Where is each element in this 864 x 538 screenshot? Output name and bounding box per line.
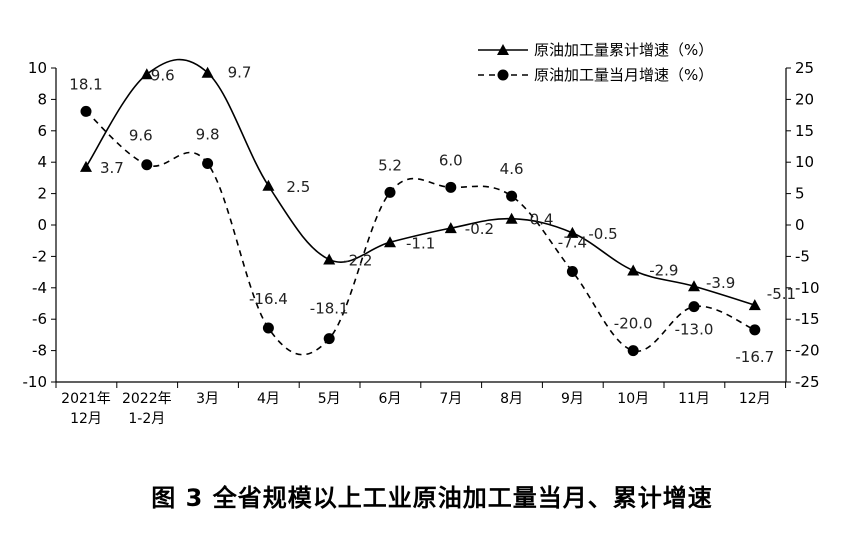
monthly-point-marker (627, 345, 639, 357)
y-left-tick-label: -10 (23, 373, 48, 391)
cumulative-data-label: 3.7 (100, 159, 124, 177)
monthly-point-marker (80, 105, 92, 117)
x-tick-label: 6月 (379, 391, 402, 407)
y-left-tick-label: -6 (32, 310, 47, 328)
cumulative-data-label: -1.1 (406, 234, 435, 252)
x-tick-label: 12月 (739, 391, 771, 407)
cumulative-point-marker (262, 179, 275, 191)
monthly-data-label: -13.0 (675, 321, 714, 339)
series-group (80, 58, 761, 357)
cumulative-data-label: -5.1 (767, 285, 796, 303)
cumulative-point-marker (627, 264, 640, 276)
cumulative-data-label: -2.2 (343, 252, 372, 270)
monthly-data-label: 6.0 (439, 151, 463, 169)
legend-monthly-marker (497, 69, 509, 81)
cumulative-data-label: -0.5 (588, 225, 617, 243)
monthly-point-marker (323, 333, 335, 345)
y-left-tick-label: 2 (37, 185, 47, 203)
cumulative-point-marker (201, 66, 214, 78)
y-right-tick-label: -20 (795, 342, 820, 360)
chart-caption: 图 3 全省规模以上工业原油加工量当月、累计增速 (151, 484, 713, 512)
cumulative-data-label: 9.7 (228, 64, 252, 82)
monthly-point-marker (262, 322, 274, 334)
y-right-tick-label: -15 (795, 310, 820, 328)
x-tick-label: 5月 (318, 391, 341, 407)
cumulative-point-marker (80, 160, 92, 172)
legend-cumulative-marker (497, 44, 509, 55)
cumulative-data-label: -2.9 (649, 262, 678, 280)
y-right-tick-label: 15 (795, 122, 814, 140)
x-tick-label: 11月 (678, 391, 710, 407)
y-left-tick-label: 4 (37, 153, 47, 171)
x-tick-label: 2021年 (61, 391, 111, 407)
cumulative-data-label: 0.4 (530, 211, 554, 229)
cumulative-data-label: 2.5 (286, 178, 310, 196)
y-right-tick-label: 25 (795, 59, 814, 77)
cumulative-point-marker (748, 299, 761, 311)
monthly-data-label: -16.4 (249, 290, 288, 308)
y-right-tick-label: 20 (795, 90, 814, 108)
monthly-data-label: 18.1 (69, 75, 102, 93)
monthly-data-label: -16.7 (735, 348, 774, 366)
y-left-tick-label: -8 (32, 342, 47, 360)
cumulative-data-label: -3.9 (706, 274, 735, 292)
x-tick-label: 12月 (70, 411, 102, 427)
monthly-data-label: 9.8 (196, 125, 220, 143)
y-left-tick-label: 8 (37, 90, 47, 108)
y-right-tick-label: -5 (795, 247, 810, 265)
monthly-point-marker (749, 324, 761, 336)
monthly-data-label: -18.1 (310, 300, 349, 318)
cumulative-data-label: -0.2 (465, 220, 494, 238)
x-tick-label: 10月 (617, 391, 649, 407)
legend-monthly-label: 原油加工量当月增速（%） (534, 66, 713, 84)
y-left-tick-label: 0 (37, 216, 47, 234)
x-tick-label: 2022年 (122, 391, 172, 407)
monthly-point-marker (688, 301, 700, 313)
cumulative-point-marker (444, 222, 457, 234)
x-tick-label: 1-2月 (128, 411, 165, 427)
x-tick-label: 8月 (500, 391, 523, 407)
data-labels: 3.7 9.6 9.7 2.5 -2.2 -1.1 -0.2 0.4 -0.5 -2.9 -3.9 -… (69, 64, 796, 366)
cumulative-data-label: 9.6 (151, 66, 175, 84)
legend: 原油加工量累计增速（%） 原油加工量当月增速（%） (478, 41, 713, 84)
y-right-tick-label: 5 (795, 185, 805, 203)
cumulative-point-marker (384, 236, 396, 248)
monthly-point-marker (566, 265, 578, 277)
x-tick-label: 9月 (561, 391, 584, 407)
monthly-point-marker (445, 181, 457, 193)
y-right-tick-label: -25 (795, 373, 820, 391)
cumulative-point-marker (505, 212, 518, 224)
cumulative-point-marker (140, 68, 153, 80)
monthly-data-label: 9.6 (129, 127, 153, 145)
y-right-tick-label: -10 (795, 279, 820, 297)
legend-cumulative-label: 原油加工量累计增速（%） (534, 41, 713, 59)
monthly-point-marker (141, 159, 153, 171)
series-line-monthly (85, 110, 756, 356)
cumulative-point-marker (566, 226, 579, 238)
cumulative-point-marker (323, 253, 336, 265)
y-right-tick-label: 10 (795, 153, 814, 171)
y-left-tick-label: -2 (32, 247, 47, 265)
y-right-tick-label: 0 (795, 216, 805, 234)
monthly-data-label: 4.6 (500, 160, 524, 178)
monthly-point-marker (384, 186, 396, 198)
monthly-point-marker (506, 190, 518, 202)
monthly-data-label: -7.4 (558, 233, 587, 251)
x-tick-label: 4月 (257, 391, 280, 407)
y-left-tick-label: 6 (37, 122, 47, 140)
x-tick-label: 3月 (196, 391, 219, 407)
monthly-data-label: 5.2 (378, 156, 402, 174)
y-left-tick-label: 10 (28, 59, 47, 77)
axes: 1086420-2-4-6-8-102520151050-5-10-15-20-… (23, 59, 820, 427)
monthly-data-label: -20.0 (614, 315, 653, 333)
cumulative-point-marker (688, 280, 700, 292)
x-tick-label: 7月 (439, 391, 462, 407)
monthly-point-marker (202, 157, 214, 169)
y-left-tick-label: -4 (32, 279, 47, 297)
